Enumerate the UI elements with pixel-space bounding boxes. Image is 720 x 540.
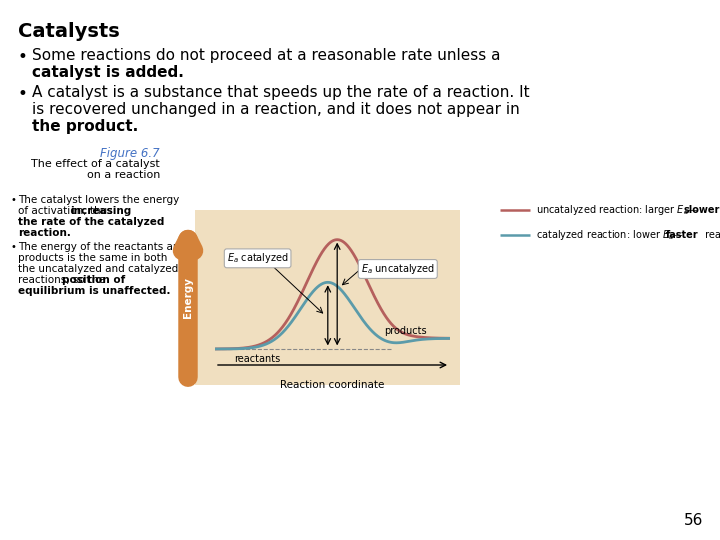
Text: of activation, thus: of activation, thus (18, 206, 116, 216)
Text: slower: slower (684, 205, 720, 215)
Text: The catalyst lowers the energy: The catalyst lowers the energy (18, 195, 179, 205)
Text: •: • (18, 48, 28, 66)
Text: reactions, so the: reactions, so the (18, 275, 109, 285)
Text: Figure 6.7: Figure 6.7 (100, 147, 160, 160)
Text: •: • (10, 242, 16, 252)
Text: The effect of a catalyst: The effect of a catalyst (31, 159, 160, 169)
Text: position of: position of (62, 275, 125, 285)
Text: catalyst is added.: catalyst is added. (32, 65, 184, 80)
Text: Reaction coordinate: Reaction coordinate (280, 380, 384, 390)
Text: uncatalyzed reaction: larger $\it{E}$$_a$—: uncatalyzed reaction: larger $\it{E}$$_a… (536, 203, 699, 217)
Text: reactants: reactants (234, 354, 280, 364)
Text: increasing: increasing (70, 206, 131, 216)
Text: products is the same in both: products is the same in both (18, 253, 167, 263)
Text: Some reactions do not proceed at a reasonable rate unless a: Some reactions do not proceed at a reaso… (32, 48, 500, 63)
Text: the uncatalyzed and catalyzed: the uncatalyzed and catalyzed (18, 264, 179, 274)
Text: •: • (18, 85, 28, 103)
Text: products: products (384, 326, 427, 336)
Text: the rate of the catalyzed: the rate of the catalyzed (18, 217, 164, 227)
FancyBboxPatch shape (195, 210, 460, 385)
Text: equilibrium is unaffected.: equilibrium is unaffected. (18, 286, 171, 296)
Text: faster: faster (666, 230, 698, 240)
Text: The energy of the reactants and: The energy of the reactants and (18, 242, 186, 252)
Text: $E_a$ uncatalyzed: $E_a$ uncatalyzed (361, 262, 435, 276)
Text: 56: 56 (683, 513, 703, 528)
Text: A catalyst is a substance that speeds up the rate of a reaction. It: A catalyst is a substance that speeds up… (32, 85, 530, 100)
Text: $E_a$ catalyzed: $E_a$ catalyzed (227, 251, 289, 265)
Text: on a reaction: on a reaction (86, 170, 160, 180)
Text: catalyzed reaction: lower $\it{E}$$_a$—: catalyzed reaction: lower $\it{E}$$_a$— (536, 228, 684, 242)
Text: the product.: the product. (32, 119, 138, 134)
Text: reaction.: reaction. (18, 228, 71, 238)
Text: Catalysts: Catalysts (18, 22, 120, 41)
Text: •: • (10, 195, 16, 205)
Text: reaction: reaction (702, 230, 720, 240)
Text: is recovered unchanged in a reaction, and it does not appear in: is recovered unchanged in a reaction, an… (32, 102, 520, 117)
Text: Energy: Energy (183, 277, 193, 318)
